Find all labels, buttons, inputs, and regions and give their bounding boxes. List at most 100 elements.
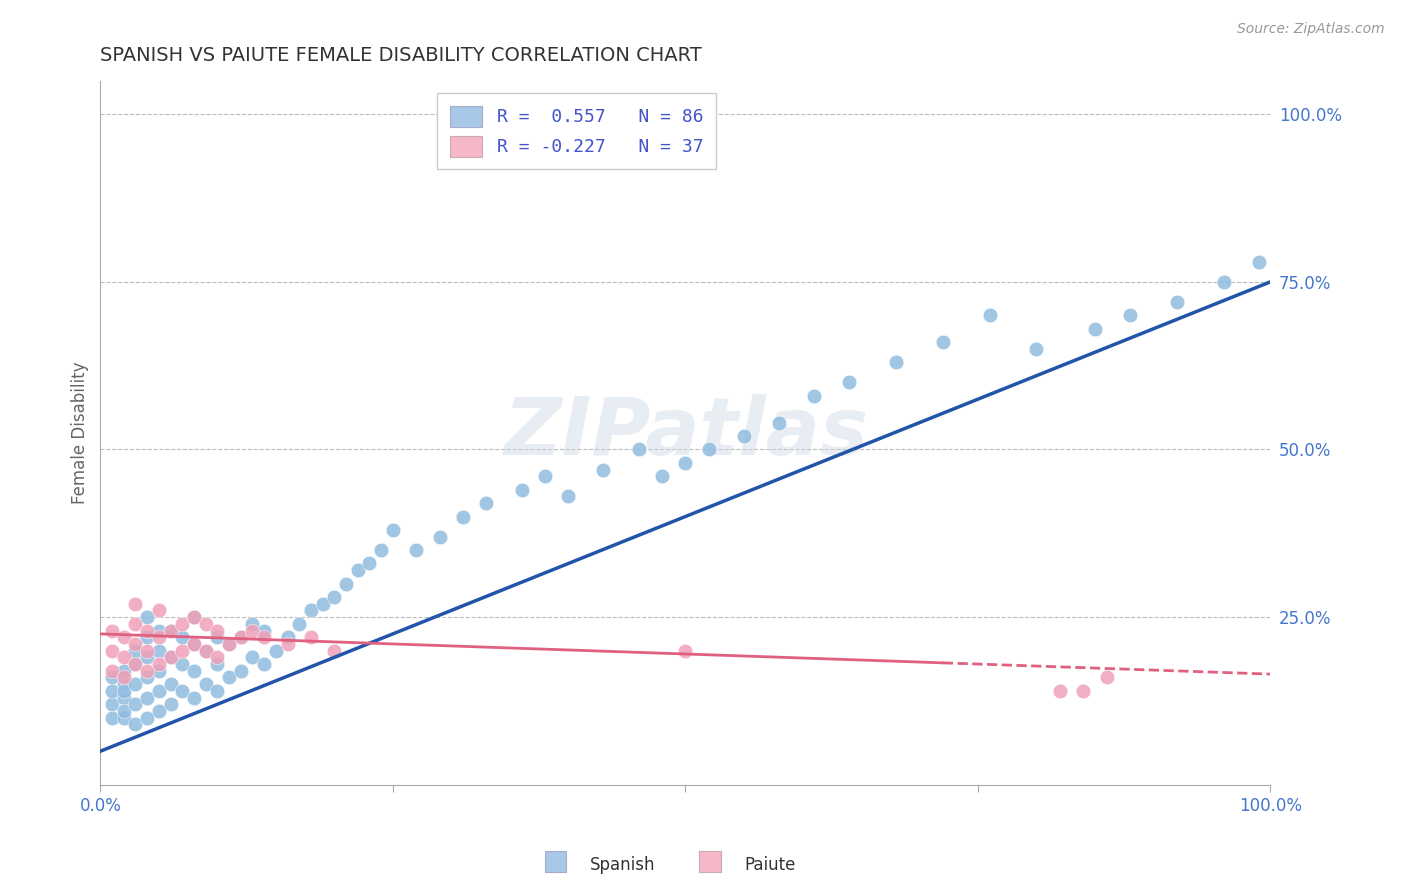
Point (253, 657, 276, 671)
Point (277, 637, 299, 651)
Point (429, 530, 451, 544)
Point (112, 664, 135, 678)
Point (112, 704, 135, 718)
Point (194, 616, 217, 631)
Point (172, 657, 194, 671)
Point (136, 650, 159, 665)
Point (101, 698, 124, 712)
Point (148, 664, 170, 678)
Point (381, 523, 404, 537)
Point (884, 355, 907, 369)
Point (183, 610, 205, 624)
Point (183, 664, 205, 678)
Point (136, 670, 159, 684)
Point (475, 496, 498, 510)
Point (112, 650, 135, 665)
Point (159, 698, 181, 712)
Point (159, 650, 181, 665)
Point (183, 637, 205, 651)
Point (768, 416, 790, 430)
Point (932, 335, 955, 350)
Point (112, 684, 135, 698)
Point (253, 624, 276, 638)
Point (148, 704, 170, 718)
Point (112, 690, 135, 705)
Y-axis label: Female Disability: Female Disability (72, 361, 89, 504)
Point (335, 576, 357, 591)
Point (733, 429, 755, 443)
Point (159, 624, 181, 638)
Point (1049, 684, 1071, 698)
Point (1119, 309, 1142, 323)
Point (148, 624, 170, 638)
Point (101, 670, 124, 684)
Point (112, 670, 135, 684)
Point (136, 664, 159, 678)
Point (207, 630, 229, 644)
Point (277, 630, 299, 644)
Point (288, 616, 311, 631)
Text: ZIPatlas: ZIPatlas (503, 393, 868, 472)
Point (359, 557, 381, 571)
Point (218, 637, 240, 651)
Point (194, 643, 217, 657)
Point (148, 603, 170, 617)
Point (124, 698, 146, 712)
Point (229, 630, 252, 644)
Point (264, 643, 287, 657)
Text: SPANISH VS PAIUTE FEMALE DISABILITY CORRELATION CHART: SPANISH VS PAIUTE FEMALE DISABILITY CORR… (100, 46, 702, 65)
Point (183, 610, 205, 624)
Point (136, 630, 159, 644)
Point (299, 630, 322, 644)
Point (557, 490, 579, 504)
Text: Spanish: Spanish (589, 856, 655, 874)
Point (673, 456, 696, 470)
Point (101, 664, 124, 678)
Point (159, 624, 181, 638)
Point (592, 462, 614, 476)
Point (838, 376, 860, 390)
Point (1212, 275, 1234, 289)
Point (242, 624, 264, 638)
Point (311, 597, 333, 611)
Point (323, 643, 346, 657)
Point (136, 643, 159, 657)
Point (194, 643, 217, 657)
Point (183, 637, 205, 651)
Point (148, 684, 170, 698)
Legend: R =  0.557   N = 86, R = -0.227   N = 37: R = 0.557 N = 86, R = -0.227 N = 37 (437, 93, 716, 169)
Point (253, 630, 276, 644)
Text: Source: ZipAtlas.com: Source: ZipAtlas.com (1237, 22, 1385, 37)
Point (124, 717, 146, 731)
Point (101, 684, 124, 698)
Text: Paiute: Paiute (744, 856, 796, 874)
Point (159, 677, 181, 691)
Point (172, 643, 194, 657)
Point (148, 630, 170, 644)
Point (229, 664, 252, 678)
Point (124, 677, 146, 691)
Point (697, 442, 720, 457)
Point (207, 657, 229, 671)
Point (124, 643, 146, 657)
Point (370, 543, 392, 558)
Point (299, 603, 322, 617)
Point (101, 711, 124, 725)
Point (207, 650, 229, 665)
Point (136, 624, 159, 638)
Point (124, 637, 146, 651)
Point (651, 469, 673, 483)
Point (1025, 342, 1047, 356)
Point (101, 643, 124, 657)
Point (124, 597, 146, 611)
Point (229, 630, 252, 644)
Point (673, 643, 696, 657)
Point (148, 657, 170, 671)
Point (803, 389, 825, 403)
Point (172, 684, 194, 698)
Point (148, 643, 170, 657)
Point (242, 650, 264, 665)
Point (979, 309, 1001, 323)
Point (101, 624, 124, 638)
Point (136, 690, 159, 705)
